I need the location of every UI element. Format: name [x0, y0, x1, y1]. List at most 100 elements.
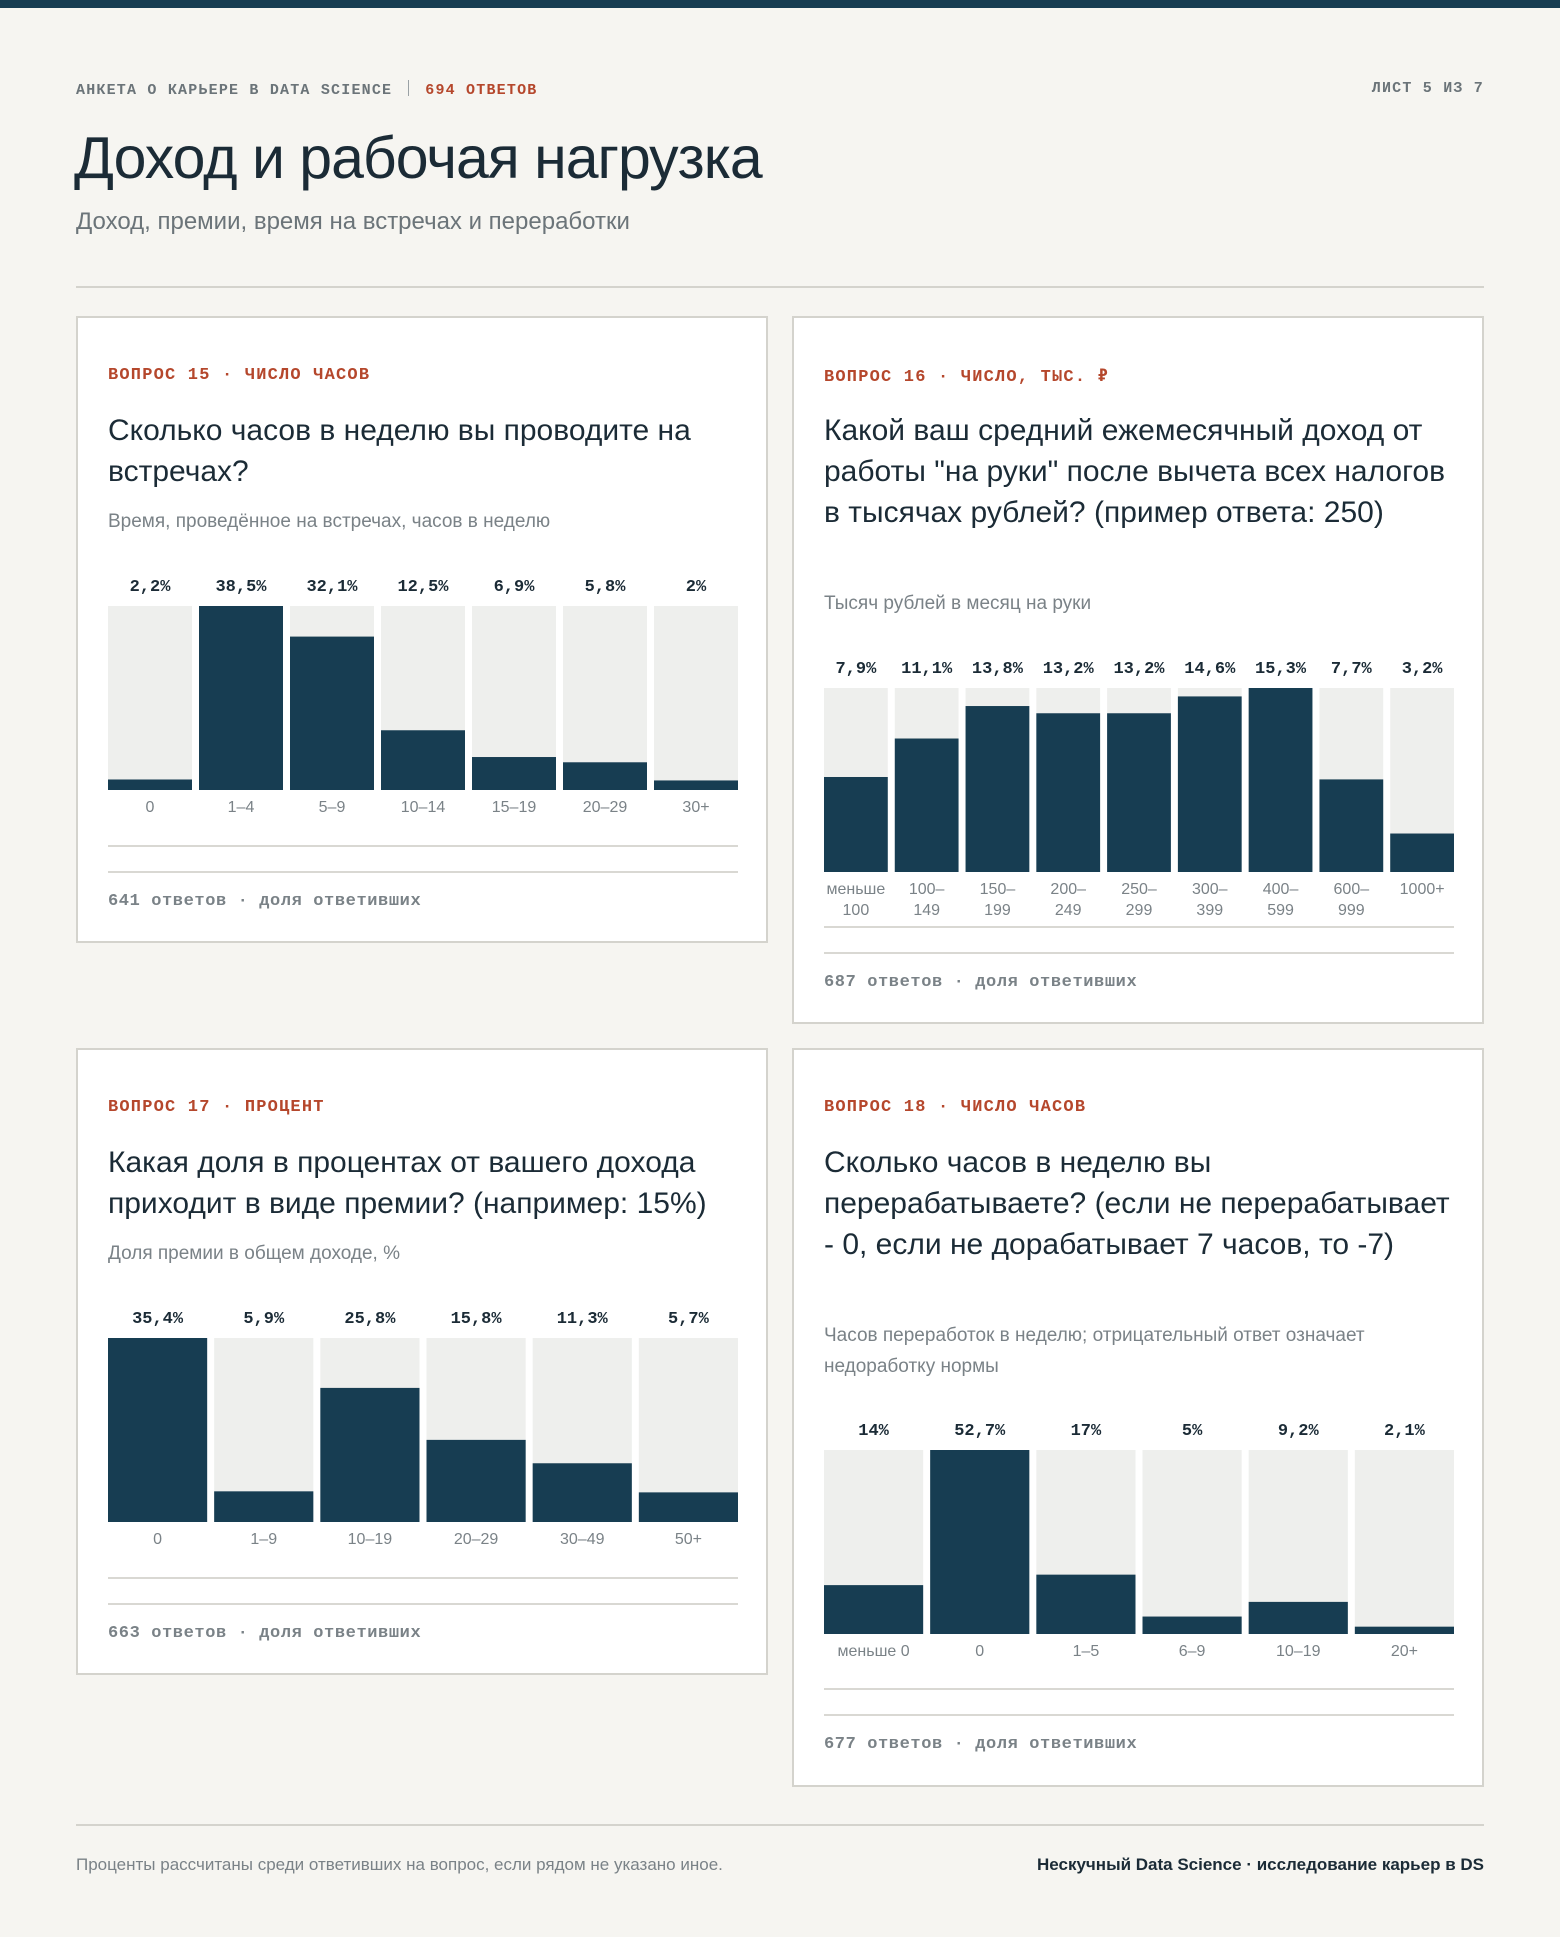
chart-subtitle: Часов переработок в неделю; отрицательны…	[824, 1325, 1365, 1377]
bar-track	[1354, 1450, 1454, 1634]
bar	[320, 1387, 420, 1522]
category-label: 10–19	[348, 1531, 393, 1548]
category-label: 249	[1055, 902, 1082, 919]
bar	[381, 730, 465, 790]
category-label: 300–	[1192, 881, 1228, 898]
bar-value-label: 5%	[1182, 1422, 1203, 1441]
question-card-16: ВОПРОС 16 · ЧИСЛО, ТЫС. ₽ Какой ваш сред…	[792, 316, 1484, 1024]
footer-brand: Нескучный Data Science · исследование ка…	[1037, 1855, 1484, 1874]
chart-divider	[824, 1714, 1454, 1716]
category-label: 399	[1196, 902, 1223, 919]
bar	[1319, 779, 1384, 872]
survey-meta: АНКЕТА О КАРЬЕРЕ В DATA SCIENCE 694 ОТВЕТ…	[76, 80, 537, 99]
category-label: 30–49	[560, 1531, 605, 1548]
bar	[426, 1439, 526, 1522]
question-tag: ВОПРОС 17 · ПРОЦЕНТ	[108, 1098, 325, 1117]
bar-value-label: 12,5%	[397, 578, 449, 597]
category-label: 199	[984, 902, 1011, 919]
category-label: 100	[843, 902, 870, 919]
category-label: 10–19	[1276, 1643, 1321, 1660]
bar	[965, 706, 1030, 872]
bar-value-label: 3,2%	[1402, 660, 1444, 679]
category-label: 1–4	[228, 799, 255, 816]
bar-track	[654, 606, 738, 790]
category-label: 0	[153, 1531, 162, 1548]
category-label: 149	[913, 902, 940, 919]
response-count: 694 ОТВЕТОВ	[425, 82, 538, 99]
bar	[824, 776, 888, 872]
bar	[654, 780, 738, 790]
bar-value-label: 9,2%	[1278, 1422, 1320, 1441]
category-label: меньше 0	[838, 1643, 910, 1660]
chart-divider	[824, 926, 1454, 928]
category-label: 10–14	[401, 799, 446, 816]
bar-value-label: 11,3%	[557, 1310, 609, 1329]
chart-footer: 663 ответов · доля ответивших	[108, 1624, 422, 1643]
page-subtitle: Доход, премии, время на встречах и перер…	[76, 208, 630, 235]
category-label: 0	[146, 799, 155, 816]
question-card-15: ВОПРОС 15 · ЧИСЛО ЧАСОВ Сколько часов в …	[76, 316, 768, 943]
category-label: 20–29	[454, 1531, 499, 1548]
bar-value-label: 13,2%	[1113, 660, 1165, 679]
bar	[108, 1338, 208, 1522]
bar-chart: 35,4% 0 5,9% 1–9 25,8% 10–19 15,8% 20–29 11,3% 30…	[108, 1310, 738, 1548]
chart-footer: 677 ответов · доля ответивших	[824, 1735, 1138, 1754]
chart-divider	[108, 1603, 738, 1605]
bar	[214, 1491, 314, 1522]
bar	[532, 1463, 632, 1522]
bar	[1248, 1601, 1348, 1634]
bar-value-label: 7,7%	[1331, 660, 1373, 679]
bar	[199, 606, 283, 790]
bar-value-label: 17%	[1071, 1422, 1102, 1441]
category-label: 400–	[1263, 881, 1299, 898]
bar	[930, 1450, 1030, 1634]
bar	[1036, 713, 1101, 872]
chart-divider	[824, 1688, 1454, 1690]
bar	[824, 1585, 924, 1634]
footer-divider	[76, 1824, 1484, 1826]
bar-value-label: 25,8%	[344, 1310, 396, 1329]
bar-track	[563, 606, 647, 790]
question-tag: ВОПРОС 15 · ЧИСЛО ЧАСОВ	[108, 366, 371, 385]
bar-value-label: 35,4%	[132, 1310, 184, 1329]
chart-footer: 687 ответов · доля ответивших	[824, 973, 1138, 992]
bar-chart: 7,9% меньше 100 11,1% 100– 149 13,8% 150– 199 13,…	[824, 660, 1454, 919]
footer-note: Проценты рассчитаны среди ответивших на …	[76, 1855, 723, 1874]
category-label: 30+	[682, 799, 709, 816]
category-label: 100–	[909, 881, 945, 898]
bar	[472, 757, 556, 790]
category-label: 5–9	[319, 799, 346, 816]
category-label: 1–9	[250, 1531, 277, 1548]
chart-divider	[108, 845, 738, 847]
category-label: 600–	[1334, 881, 1370, 898]
bar	[1390, 833, 1454, 872]
header-divider	[76, 286, 1484, 288]
bar-value-label: 11,1%	[901, 660, 953, 679]
bar	[1107, 713, 1171, 872]
bar-value-label: 5,8%	[585, 578, 627, 597]
bar-value-label: 2,1%	[1384, 1422, 1426, 1441]
category-label: 20+	[1391, 1643, 1418, 1660]
category-label: 200–	[1050, 881, 1086, 898]
question-card-17: ВОПРОС 17 · ПРОЦЕНТ Какая доля в процент…	[76, 1048, 768, 1675]
page-title: Доход и рабочая нагрузка	[74, 125, 763, 191]
question-title: Сколько часов в неделю вы перерабатывает…	[824, 1146, 1450, 1261]
question-card-18: ВОПРОС 18 · ЧИСЛО ЧАСОВ Сколько часов в …	[792, 1048, 1484, 1787]
category-label: 1000+	[1400, 881, 1445, 898]
bar-value-label: 13,8%	[972, 660, 1024, 679]
bar-track	[638, 1338, 738, 1522]
bar-value-label: 52,7%	[954, 1422, 1006, 1441]
bar	[1177, 696, 1242, 872]
category-label: 6–9	[1179, 1643, 1206, 1660]
chart-divider	[108, 871, 738, 873]
bar-track	[1142, 1450, 1242, 1634]
question-tag: ВОПРОС 16 · ЧИСЛО, ТЫС. ₽	[824, 368, 1110, 387]
bar	[563, 762, 647, 790]
category-label: 1–5	[1073, 1643, 1100, 1660]
question-title: Сколько часов в неделю вы проводите на в…	[108, 414, 691, 488]
category-label: 20–29	[583, 799, 628, 816]
bar-value-label: 32,1%	[306, 578, 358, 597]
bar	[290, 636, 374, 790]
chart-footer: 641 ответов · доля ответивших	[108, 892, 422, 911]
bar-track	[108, 606, 192, 790]
